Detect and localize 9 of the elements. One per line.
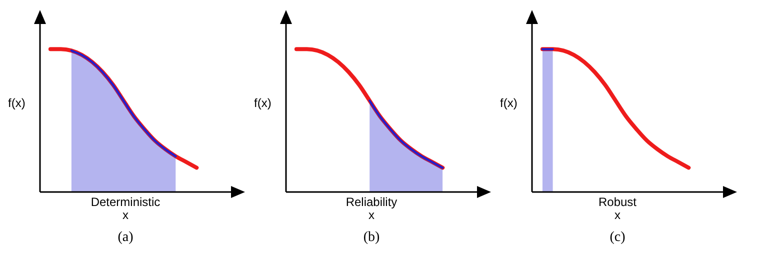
y-axis-title: f(x) <box>8 96 26 110</box>
text: (b) <box>362 230 381 246</box>
x-axis-title: Deterministic x <box>90 195 162 222</box>
x-axis-title: Robust x <box>597 195 638 222</box>
text: (a) <box>116 230 134 246</box>
y-axis-title: f(x) <box>500 96 518 110</box>
x-axis-title: Reliability x <box>344 195 398 222</box>
text: (c) <box>608 230 626 246</box>
y-axis-title: f(x) <box>254 96 272 110</box>
